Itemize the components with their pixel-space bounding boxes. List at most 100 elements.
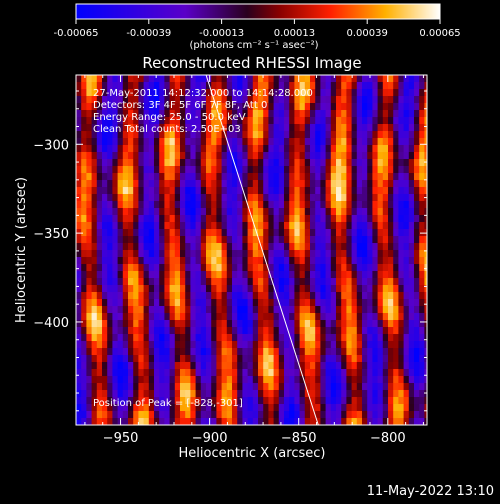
heatmap-cell xyxy=(154,306,160,314)
heatmap-cell xyxy=(310,103,316,111)
heatmap-cell xyxy=(154,124,160,132)
heatmap-cell xyxy=(148,131,155,139)
heatmap-cell xyxy=(346,187,352,195)
heatmap-cell xyxy=(206,173,212,181)
heatmap-cell xyxy=(154,376,160,384)
heatmap-cell xyxy=(174,250,181,258)
heatmap-cell xyxy=(232,264,238,272)
heatmap-cell xyxy=(174,229,181,237)
heatmap-cell xyxy=(180,75,186,83)
heatmap-cell xyxy=(206,306,212,314)
heatmap-cell xyxy=(424,257,427,265)
heatmap-cell xyxy=(294,404,300,412)
heatmap-cell xyxy=(258,159,264,167)
heatmap-cell xyxy=(263,320,269,328)
heatmap-cell xyxy=(76,271,82,279)
heatmap-cell xyxy=(356,250,363,258)
heatmap-cell xyxy=(299,341,306,349)
heatmap-cell xyxy=(200,215,207,223)
heatmap-cell xyxy=(174,383,181,391)
heatmap-cell xyxy=(388,397,394,405)
heatmap-cell xyxy=(278,96,285,104)
heatmap-cell xyxy=(294,229,300,237)
heatmap-cell xyxy=(138,194,144,202)
heatmap-cell xyxy=(81,418,87,425)
heatmap-cell xyxy=(273,236,280,244)
heatmap-cell xyxy=(148,369,155,377)
heatmap-cell xyxy=(304,124,311,132)
heatmap-cell xyxy=(325,306,332,314)
heatmap-cell xyxy=(294,138,300,146)
heatmap-cell xyxy=(102,306,108,314)
heatmap-cell xyxy=(237,145,243,153)
heatmap-cell xyxy=(367,215,373,223)
heatmap-cell xyxy=(315,404,321,412)
heatmap-cell xyxy=(398,250,404,258)
heatmap-cell xyxy=(96,390,103,398)
heatmap-cell xyxy=(315,229,321,237)
heatmap-cell xyxy=(356,299,363,307)
heatmap-cell xyxy=(346,299,352,307)
heatmap-cell xyxy=(377,313,384,321)
heatmap-cell xyxy=(216,341,222,349)
heatmap-cell xyxy=(310,194,316,202)
heatmap-cell xyxy=(190,292,196,300)
heatmap-cell xyxy=(138,327,144,335)
heatmap-cell xyxy=(247,285,254,293)
heatmap-cell xyxy=(154,250,160,258)
heatmap-cell xyxy=(273,355,280,363)
heatmap-cell xyxy=(81,390,87,398)
heatmap-cell xyxy=(273,362,280,370)
heatmap-cell xyxy=(96,103,103,111)
heatmap-cell xyxy=(398,292,404,300)
heatmap-cell xyxy=(382,327,389,335)
heatmap-cell xyxy=(122,390,129,398)
heatmap-cell xyxy=(91,215,98,223)
heatmap-cell xyxy=(408,208,415,216)
heatmap-cell xyxy=(107,376,113,384)
heatmap-cell xyxy=(247,341,254,349)
heatmap-cell xyxy=(315,96,321,104)
heatmap-cell xyxy=(289,103,295,111)
heatmap-cell xyxy=(367,292,373,300)
heatmap-cell xyxy=(81,404,87,412)
heatmap-cell xyxy=(414,173,420,181)
heatmap-cell xyxy=(393,89,399,97)
heatmap-cell xyxy=(252,250,259,258)
heatmap-cell xyxy=(122,285,129,293)
heatmap-cell xyxy=(284,82,290,90)
heatmap-cell xyxy=(76,236,82,244)
heatmap-cell xyxy=(206,397,212,405)
heatmap-cell xyxy=(388,306,394,314)
heatmap-cell xyxy=(341,411,347,419)
heatmap-cell xyxy=(247,320,254,328)
heatmap-cell xyxy=(86,201,92,209)
heatmap-cell xyxy=(330,145,337,153)
heatmap-cell xyxy=(330,341,337,349)
heatmap-cell xyxy=(180,229,186,237)
heatmap-cell xyxy=(174,348,181,356)
heatmap-cell xyxy=(268,334,274,342)
heatmap-cell xyxy=(185,334,191,342)
heatmap-cell xyxy=(190,390,196,398)
heatmap-cell xyxy=(221,299,228,307)
heatmap-cell xyxy=(268,208,274,216)
heatmap-cell xyxy=(263,418,269,425)
heatmap-cell xyxy=(216,173,222,181)
heatmap-cell xyxy=(284,173,290,181)
heatmap-cell xyxy=(143,243,150,251)
heatmap-cell xyxy=(315,348,321,356)
heatmap-cell xyxy=(195,306,202,314)
heatmap-cell xyxy=(325,404,332,412)
heatmap-cell xyxy=(367,194,373,202)
heatmap-cell xyxy=(388,327,394,335)
heatmap-cell xyxy=(304,355,311,363)
heatmap-cell xyxy=(226,138,233,146)
heatmap-cell xyxy=(398,173,404,181)
heatmap-cell xyxy=(232,257,238,265)
heatmap-cell xyxy=(310,110,316,118)
heatmap-cell xyxy=(148,180,155,188)
heatmap-cell xyxy=(310,397,316,405)
heatmap-cell xyxy=(112,418,118,425)
heatmap-cell xyxy=(320,327,326,335)
